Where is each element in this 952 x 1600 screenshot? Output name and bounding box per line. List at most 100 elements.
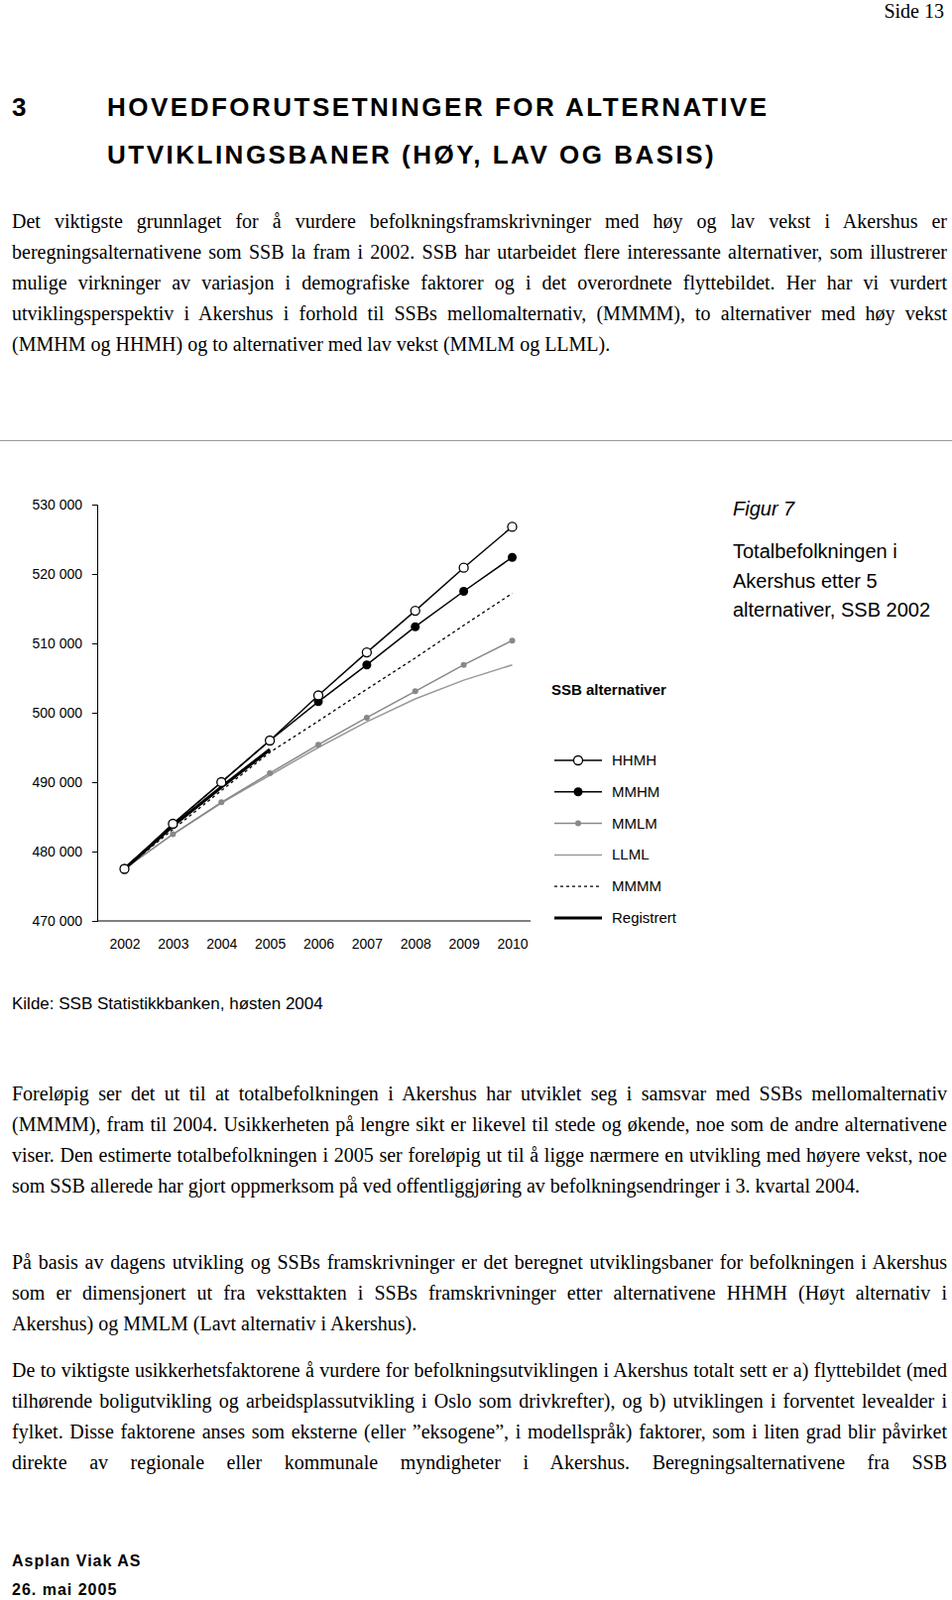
source: Kilde: SSB Statistikkbanken, høsten 2004: [11, 994, 324, 1015]
x-tick: 2008: [400, 921, 432, 952]
legend-item: LLML: [554, 845, 650, 863]
legend-label: MMMM: [611, 877, 662, 895]
series-marker: [119, 864, 129, 874]
y-tick-mark: [92, 851, 98, 853]
x-tick: 2006: [303, 921, 335, 952]
series-marker: [363, 714, 370, 721]
y-tick-mark: [92, 574, 98, 576]
legend-label: MMHM: [611, 783, 660, 801]
series-marker: [265, 736, 275, 746]
legend-swatch: [554, 854, 602, 857]
series-marker: [410, 622, 420, 632]
legend: SSB alternativer HHMH MMHM MMLM LLML MMMM Regi…: [551, 681, 678, 927]
series-marker: [217, 778, 227, 788]
heading-line: UTVIKLINGSBANER (HØY, LAV OG BASIS): [107, 139, 716, 171]
series-marker: [266, 770, 273, 777]
y-tick-mark: [92, 921, 98, 923]
series-marker: [361, 660, 371, 670]
paragraph: Det viktigste grunnlaget for å vurdere b…: [11, 206, 948, 360]
x-tick-label: 2005: [254, 936, 286, 952]
x-tick: 2003: [157, 921, 189, 952]
series-line: [124, 640, 513, 869]
series-line: [124, 557, 513, 869]
series-marker: [168, 820, 178, 830]
series-marker: [509, 637, 516, 644]
chart-subtitle: Totalbefolkningen i Akershus etter 5 alt…: [732, 537, 937, 626]
y-tick-label: 500 000: [31, 705, 83, 721]
series-marker: [459, 587, 469, 596]
y-tick-mark: [92, 643, 98, 645]
divider: [0, 440, 952, 442]
legend-label: HHMH: [611, 751, 657, 769]
x-tick: 2010: [496, 921, 528, 952]
x-tick-label: 2007: [352, 936, 383, 952]
series-marker: [361, 648, 371, 658]
x-tick-label: 2003: [157, 936, 189, 952]
x-tick: 2002: [109, 921, 140, 952]
x-tick-label: 2008: [400, 936, 432, 952]
legend-label: LLML: [611, 845, 650, 863]
y-tick-label: 490 000: [31, 774, 83, 791]
legend-item: MMHM: [554, 783, 660, 801]
legend-title: SSB alternativer: [551, 681, 667, 699]
y-axis-line: [92, 505, 99, 923]
paragraph: De to viktigste usikkerhetsfaktorene å v…: [11, 1355, 948, 1479]
legend-marker: [574, 756, 584, 766]
legend-label: MMLM: [611, 815, 658, 833]
legend-item: MMLM: [554, 815, 658, 833]
y-tick-label: 520 000: [31, 566, 83, 583]
heading-number: 3: [11, 92, 29, 123]
legend-item: HHMH: [554, 751, 657, 769]
y-tick-mark: [92, 782, 98, 784]
series-marker: [507, 553, 517, 563]
y-tick-label: 470 000: [31, 913, 83, 930]
y-tick-label: 530 000: [31, 496, 83, 513]
series-marker: [119, 864, 129, 874]
page-number: Side 13: [883, 0, 945, 23]
y-tick-label: 480 000: [31, 843, 83, 860]
series-marker: [217, 778, 227, 788]
series-marker: [461, 662, 468, 669]
legend-item: Registrert: [554, 909, 678, 927]
footer-line: 26. mai 2005: [11, 1581, 118, 1600]
heading-line: HOVEDFORUTSETNINGER FOR ALTERNATIVE: [107, 92, 770, 123]
legend-marker: [574, 787, 584, 797]
paragraph: På basis av dagens utvikling og SSBs fra…: [11, 1247, 948, 1340]
x-tick-label: 2006: [303, 936, 335, 952]
series-marker: [265, 736, 275, 746]
x-tick: 2005: [254, 921, 286, 952]
legend-label: Registrert: [611, 909, 678, 927]
legend-swatch: [554, 916, 602, 920]
series-marker: [168, 820, 178, 830]
footer-line: Asplan Viak AS: [11, 1552, 142, 1571]
series-line: [124, 749, 271, 869]
series-marker: [218, 799, 225, 806]
series-marker: [169, 832, 176, 838]
x-tick-label: 2002: [109, 936, 140, 952]
y-tick: 500 000: [31, 705, 98, 721]
series-marker: [410, 606, 420, 616]
series-marker: [315, 741, 322, 748]
y-tick-label: 510 000: [31, 635, 83, 652]
legend-item: MMMM: [554, 877, 662, 895]
series-marker: [507, 522, 517, 532]
x-tick-label: 2009: [449, 936, 480, 952]
x-tick-label: 2004: [206, 936, 238, 952]
series-line: [124, 594, 513, 870]
y-tick: 530 000: [31, 496, 98, 513]
series-marker: [314, 691, 324, 701]
chart-title: Figur 7: [732, 497, 795, 521]
y-tick: 510 000: [31, 635, 98, 652]
legend-swatch: [554, 886, 602, 888]
series-line: [124, 665, 513, 870]
y-tick: 490 000: [31, 774, 98, 791]
series-marker: [412, 688, 419, 695]
x-axis-line: [97, 921, 531, 923]
y-tick-mark: [92, 504, 98, 506]
x-tick-label: 2010: [496, 936, 528, 952]
series-line: [124, 526, 513, 869]
legend-marker: [575, 821, 582, 828]
y-tick: 480 000: [31, 843, 98, 860]
series-marker: [459, 563, 469, 573]
y-tick-mark: [92, 713, 98, 714]
